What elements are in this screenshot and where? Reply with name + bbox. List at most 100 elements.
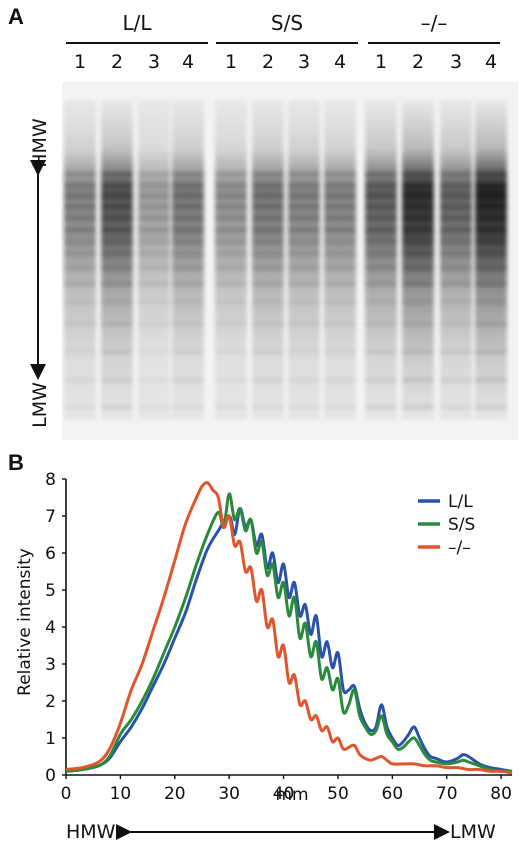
panel-a-letter: A — [8, 4, 24, 29]
gel-band — [365, 183, 397, 187]
y-tick-label: 6 — [45, 544, 56, 564]
gel-band — [64, 194, 96, 198]
gel-band — [101, 240, 133, 244]
gel-band — [475, 228, 507, 232]
gel-band — [172, 282, 204, 286]
gel-band — [475, 216, 507, 220]
gel-band — [365, 300, 397, 304]
gel-band — [172, 228, 204, 232]
gel-band — [215, 300, 247, 304]
gel-band — [324, 322, 356, 326]
x-tick-label: 80 — [490, 784, 512, 804]
y-tick-label: 3 — [45, 655, 56, 675]
gel-band — [475, 266, 507, 270]
gel-band — [440, 252, 472, 256]
gel-band — [172, 405, 204, 409]
gel-band — [252, 228, 284, 232]
gel-band — [402, 322, 434, 326]
gel-band — [64, 205, 96, 209]
gel-band — [138, 216, 170, 220]
gel-band — [288, 216, 320, 220]
lane-number: 1 — [74, 51, 86, 73]
gel-band — [440, 282, 472, 286]
gel-band — [101, 194, 133, 198]
x-tick-label: 70 — [436, 784, 458, 804]
gel-band — [440, 228, 472, 232]
gel-band — [64, 350, 96, 354]
gel-band — [172, 322, 204, 326]
lane-number: 2 — [111, 51, 123, 73]
gel-band — [215, 350, 247, 354]
series-line — [65, 481, 513, 775]
gel-band — [138, 300, 170, 304]
gel-band — [172, 172, 204, 176]
gel-band — [440, 216, 472, 220]
gel-band — [440, 300, 472, 304]
gel-band — [324, 228, 356, 232]
gel-band — [138, 172, 170, 176]
gel-band — [475, 300, 507, 304]
x-tick-label: 60 — [382, 784, 404, 804]
gel-band — [101, 216, 133, 220]
gel-band — [138, 378, 170, 382]
bottom-left-label: HMW — [66, 821, 116, 843]
group-label: S/S — [271, 11, 303, 35]
gel-band — [288, 183, 320, 187]
gel-band — [440, 194, 472, 198]
gel-band — [365, 266, 397, 270]
gel-band — [365, 172, 397, 176]
gel-band — [215, 205, 247, 209]
gel-band — [402, 300, 434, 304]
gel-lanes — [64, 100, 507, 420]
gel-band — [475, 172, 507, 176]
gel-band — [324, 172, 356, 176]
gel-band — [402, 183, 434, 187]
gel-band — [215, 172, 247, 176]
gel-band — [324, 405, 356, 409]
gel-band — [402, 205, 434, 209]
x-axis-label: mm — [275, 785, 308, 805]
gel-band — [475, 282, 507, 286]
plot-series — [65, 481, 513, 775]
gel-band — [64, 405, 96, 409]
gel-band — [215, 378, 247, 382]
gel-band — [64, 228, 96, 232]
lane-number: 1 — [225, 51, 237, 73]
gel-band — [402, 378, 434, 382]
gel-band — [402, 216, 434, 220]
gel-band — [252, 350, 284, 354]
x-tick-label: 40 — [273, 784, 295, 804]
gel-lane — [101, 100, 133, 420]
x-tick-label: 10 — [110, 784, 132, 804]
gel-band — [138, 228, 170, 232]
gel-band — [101, 350, 133, 354]
gel-band — [138, 405, 170, 409]
gel-band — [288, 252, 320, 256]
gel-band — [365, 228, 397, 232]
lane-number: 4 — [182, 51, 194, 73]
gel-band — [252, 194, 284, 198]
gel-band — [252, 240, 284, 244]
series-line — [65, 507, 513, 773]
gel-lane — [138, 100, 170, 420]
y-tick-label: 7 — [45, 507, 56, 527]
gel-band — [402, 194, 434, 198]
lane-number: 4 — [485, 51, 497, 73]
gel-band — [475, 183, 507, 187]
gel-band — [475, 194, 507, 198]
gel-band — [365, 205, 397, 209]
lane-group-headers: L/L1 2 3 4S/S1 2 3 4–/–1 2 3 4 — [66, 11, 500, 73]
gel-band — [402, 266, 434, 270]
gel-band — [365, 378, 397, 382]
gel-band — [440, 350, 472, 354]
gel-band — [365, 350, 397, 354]
gel-band — [172, 194, 204, 198]
gel-band — [475, 350, 507, 354]
gel-band — [101, 322, 133, 326]
gel-band — [440, 266, 472, 270]
gel-band — [288, 350, 320, 354]
gel-band — [64, 300, 96, 304]
panel-b-letter: B — [8, 450, 24, 475]
gel-band — [252, 172, 284, 176]
gel-band — [288, 228, 320, 232]
